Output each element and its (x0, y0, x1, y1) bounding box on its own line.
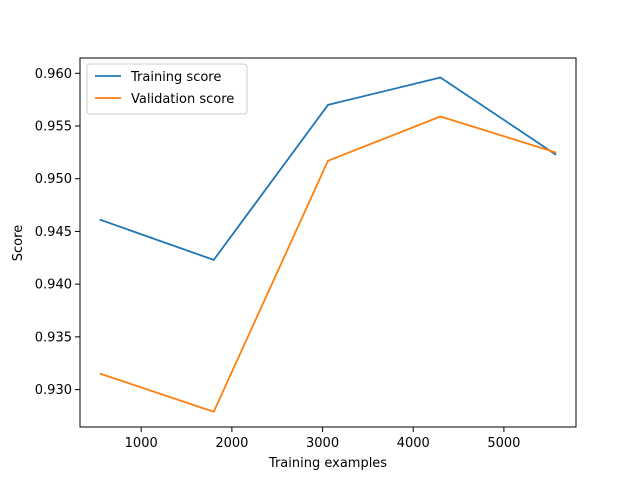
y-tick-label-6: 0.960 (35, 67, 72, 82)
series-1-point-3 (439, 115, 442, 118)
series-1-point-4 (554, 151, 557, 154)
x-tick-label-3: 4000 (397, 436, 430, 451)
y-tick-label-3: 0.945 (35, 225, 72, 240)
series-1-point-1 (212, 410, 215, 413)
y-axis-label: Score (11, 225, 26, 261)
series-0-point-2 (327, 104, 329, 106)
x-tick-label-2: 3000 (306, 436, 339, 451)
series-0-point-4 (554, 153, 557, 156)
series-0-point-0 (99, 218, 102, 221)
x-tick-label-1: 2000 (215, 436, 248, 451)
legend: Training score Validation score (86, 63, 248, 115)
x-tick-label-0: 1000 (125, 436, 158, 451)
y-tick-label-0: 0.930 (35, 383, 72, 398)
series-0-point-1 (212, 259, 215, 261)
x-axis-label: Training examples (268, 456, 387, 471)
series-0-point-3 (439, 76, 442, 79)
axes-layer: 1000 2000 3000 4000 5000 0.930 0.935 0.940 0.945… (35, 57, 577, 451)
y-tick-label-1: 0.935 (35, 330, 72, 345)
y-tick-label-4: 0.950 (35, 172, 72, 187)
legend-label-0: Training score (130, 70, 221, 85)
legend-box (86, 63, 248, 115)
series-1-point-2 (327, 159, 329, 162)
series-1-point-0 (99, 372, 102, 375)
y-tick-label-5: 0.955 (35, 120, 72, 135)
x-tick-label-4: 5000 (487, 436, 520, 451)
y-tick-label-2: 0.940 (35, 278, 72, 293)
legend-label-1: Validation score (131, 92, 234, 107)
plot-frame (79, 57, 577, 428)
plot-layer (99, 76, 557, 413)
